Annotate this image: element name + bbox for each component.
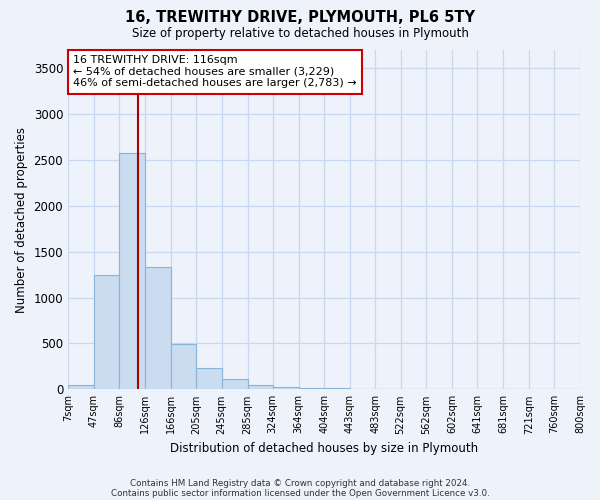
Bar (94, 274, 119, 390)
Text: Contains public sector information licensed under the Open Government Licence v3: Contains public sector information licen… (110, 488, 490, 498)
Bar (170, 344, 196, 390)
Text: Contains HM Land Registry data © Crown copyright and database right 2024.: Contains HM Land Registry data © Crown c… (130, 478, 470, 488)
Bar (248, 384, 272, 390)
Bar (221, 379, 248, 390)
Bar (325, 388, 350, 390)
Bar (196, 368, 221, 390)
Text: 16, TREWITHY DRIVE, PLYMOUTH, PL6 5TY: 16, TREWITHY DRIVE, PLYMOUTH, PL6 5TY (125, 10, 475, 25)
Bar (272, 387, 299, 390)
Bar (145, 268, 170, 390)
Y-axis label: Number of detached properties: Number of detached properties (15, 126, 28, 312)
Bar (68, 384, 94, 390)
Text: Size of property relative to detached houses in Plymouth: Size of property relative to detached ho… (131, 28, 469, 40)
X-axis label: Distribution of detached houses by size in Plymouth: Distribution of detached houses by size … (170, 442, 478, 455)
Text: 16 TREWITHY DRIVE: 116sqm
← 54% of detached houses are smaller (3,229)
46% of se: 16 TREWITHY DRIVE: 116sqm ← 54% of detac… (73, 55, 357, 88)
Bar (119, 152, 145, 390)
Bar (299, 388, 325, 390)
